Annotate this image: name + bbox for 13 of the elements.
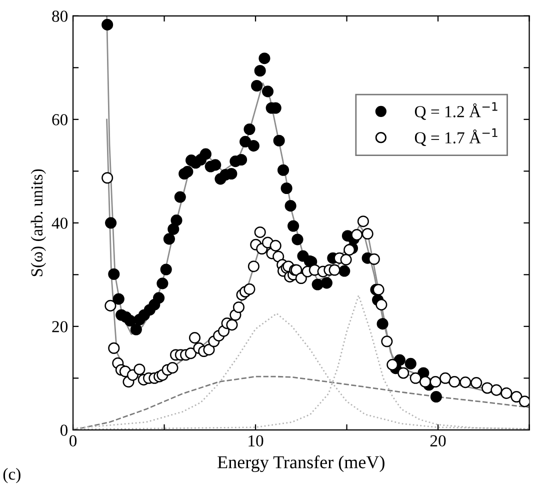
y-tick-label: 20 <box>52 321 68 332</box>
x-tick-label: 10 <box>248 435 264 446</box>
text: (c) <box>3 468 20 484</box>
x-tick-label: 0 <box>69 435 77 446</box>
y-axis-title: S(ω) (arb. units) <box>30 169 46 276</box>
y-tick-label: 60 <box>52 114 68 126</box>
y-tick-label: 40 <box>52 218 68 229</box>
x-tick-label: 20 <box>430 435 446 446</box>
legend-label: Q = 1.7 Å$^{−1}$ <box>414 128 498 146</box>
y-tick-label: 80 <box>52 10 68 22</box>
y-tick-label: 0 <box>60 424 68 436</box>
legend-label: Q = 1.2 Å$^{−1}$ <box>414 102 498 120</box>
x-axis-title: Energy Transfer (meV) <box>218 455 384 472</box>
